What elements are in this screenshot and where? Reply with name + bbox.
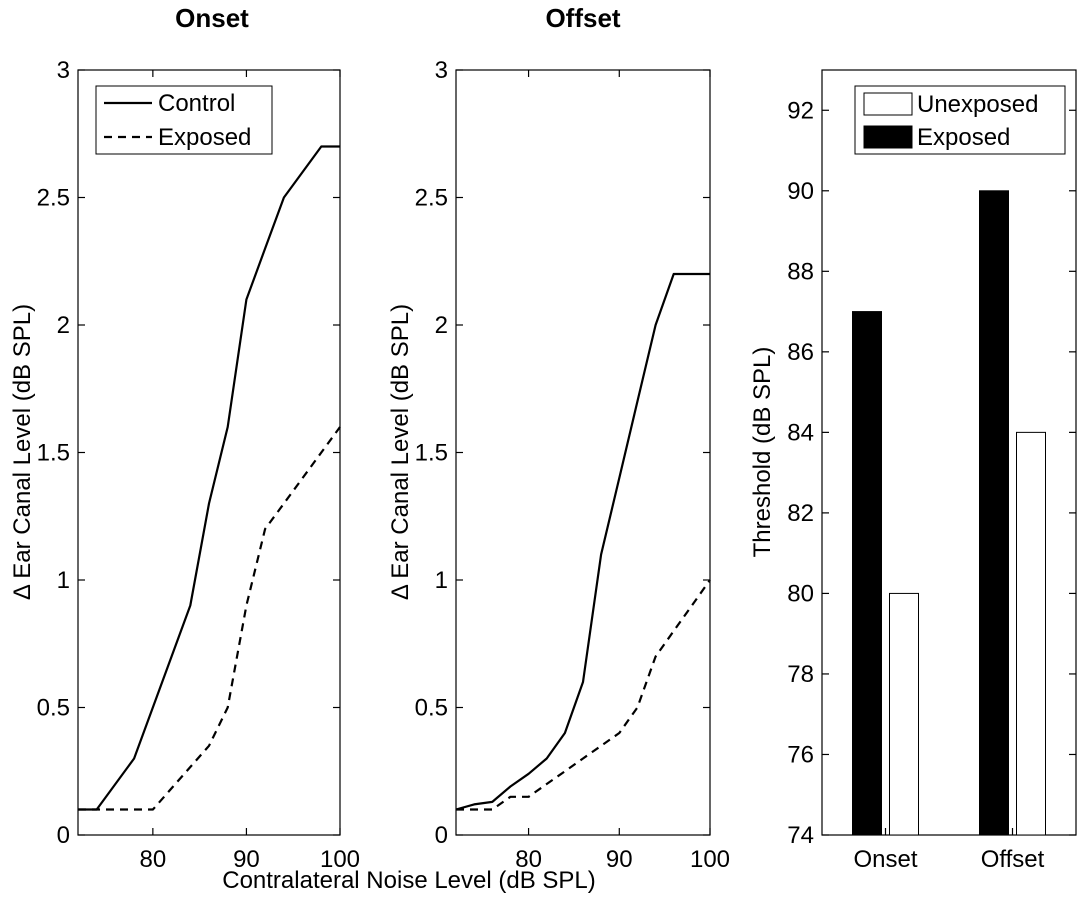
offset-xtick-label: 90: [606, 846, 633, 873]
onset-series-control: [78, 145, 340, 811]
threshold-ytick-label: 78: [787, 661, 814, 688]
onset-ytick-label: 1: [57, 567, 70, 594]
threshold-ylabel: Threshold (dB SPL): [749, 347, 776, 558]
offset-lines: [455, 272, 711, 811]
offset-ytick-label: 3: [435, 57, 448, 84]
onset-ytick-label: 0: [57, 822, 70, 849]
offset-ticks: 0 0.5 1 1.5 2 2.5 3 80 90 100: [415, 57, 730, 873]
offset-axes-box: [455, 69, 711, 836]
onset-legend-box: [95, 85, 273, 155]
onset-ytick-label: 0.5: [37, 695, 70, 722]
offset-xtick-label: 100: [690, 846, 730, 873]
offset-panel: Offset 0 0.5 1 1.5 2 2.5 3 80 90 100 Δ Ear Canal …: [387, 3, 730, 873]
threshold-ytick-label: 74: [787, 822, 814, 849]
threshold-ytick-label: 76: [787, 741, 814, 768]
threshold-axes-box: [821, 69, 1077, 836]
shared-xlabel: Contralateral Noise Level (dB SPL): [222, 867, 596, 894]
onset-title: Onset: [175, 3, 249, 33]
threshold-xtick-label: Offset: [981, 846, 1045, 873]
onset-ytick-label: 1.5: [37, 440, 70, 467]
threshold-ticks: 74 76 78 80 82 84 86 88 90 92 Onset Offset: [787, 97, 1076, 873]
onset-axes-box: [77, 69, 341, 836]
threshold-ytick-label: 80: [787, 580, 814, 607]
bar-exposed-onset: [852, 311, 882, 836]
legend-control-label: Control: [158, 90, 235, 117]
legend-exposed-label: Exposed: [158, 124, 251, 151]
offset-ylabel: Δ Ear Canal Level (dB SPL): [387, 304, 414, 600]
threshold-ytick-label: 82: [787, 500, 814, 527]
threshold-ytick-label: 88: [787, 258, 814, 285]
threshold-panel: 74 76 78 80 82 84 86 88 90 92 Onset Offset Threshol…: [749, 69, 1077, 873]
onset-ytick-label: 2: [57, 312, 70, 339]
offset-series-control: [455, 272, 710, 811]
legend-exposed-bar-swatch: [863, 125, 913, 149]
threshold-ytick-label: 86: [787, 339, 814, 366]
onset-ytick-label: 2.5: [37, 185, 70, 212]
offset-ytick-label: 0.5: [415, 695, 448, 722]
legend-unexposed-label: Unexposed: [917, 91, 1038, 118]
offset-xtick-label: 80: [515, 846, 542, 873]
offset-ytick-label: 1.5: [415, 440, 448, 467]
offset-ytick-label: 2: [435, 312, 448, 339]
onset-ytick-label: 3: [57, 57, 70, 84]
onset-ticks: 0 0.5 1 1.5 2 2.5 3 80 90 100: [37, 57, 360, 873]
onset-lines: [78, 145, 341, 811]
threshold-bars: [852, 190, 1046, 836]
bar-unexposed-offset: [1016, 431, 1046, 836]
offset-ytick-label: 1: [435, 567, 448, 594]
onset-xtick-label: 90: [233, 846, 260, 873]
offset-series-exposed: [456, 579, 711, 811]
legend-unexposed-swatch: [863, 92, 913, 116]
bar-unexposed-onset: [889, 592, 919, 836]
onset-xtick-label: 100: [320, 846, 360, 873]
threshold-ytick-label: 90: [787, 178, 814, 205]
onset-series-exposed: [78, 426, 341, 811]
onset-panel: Onset 0 0.5 1 1.5 2 2.5 3 80 90 100 Δ Ear Canal L…: [9, 3, 360, 873]
offset-ytick-label: 2.5: [415, 185, 448, 212]
offset-ytick-label: 0: [435, 822, 448, 849]
onset-ylabel: Δ Ear Canal Level (dB SPL): [9, 304, 36, 600]
threshold-xtick-label: Onset: [853, 846, 917, 873]
threshold-ytick-label: 92: [787, 97, 814, 124]
offset-title: Offset: [545, 3, 620, 33]
threshold-legend: Unexposed Exposed: [854, 85, 1066, 155]
bar-exposed-offset: [979, 190, 1009, 836]
threshold-ytick-label: 84: [787, 419, 814, 446]
onset-legend: Control Exposed: [95, 85, 273, 155]
onset-xtick-label: 80: [140, 846, 167, 873]
legend-exposed-bar-label: Exposed: [917, 124, 1010, 151]
